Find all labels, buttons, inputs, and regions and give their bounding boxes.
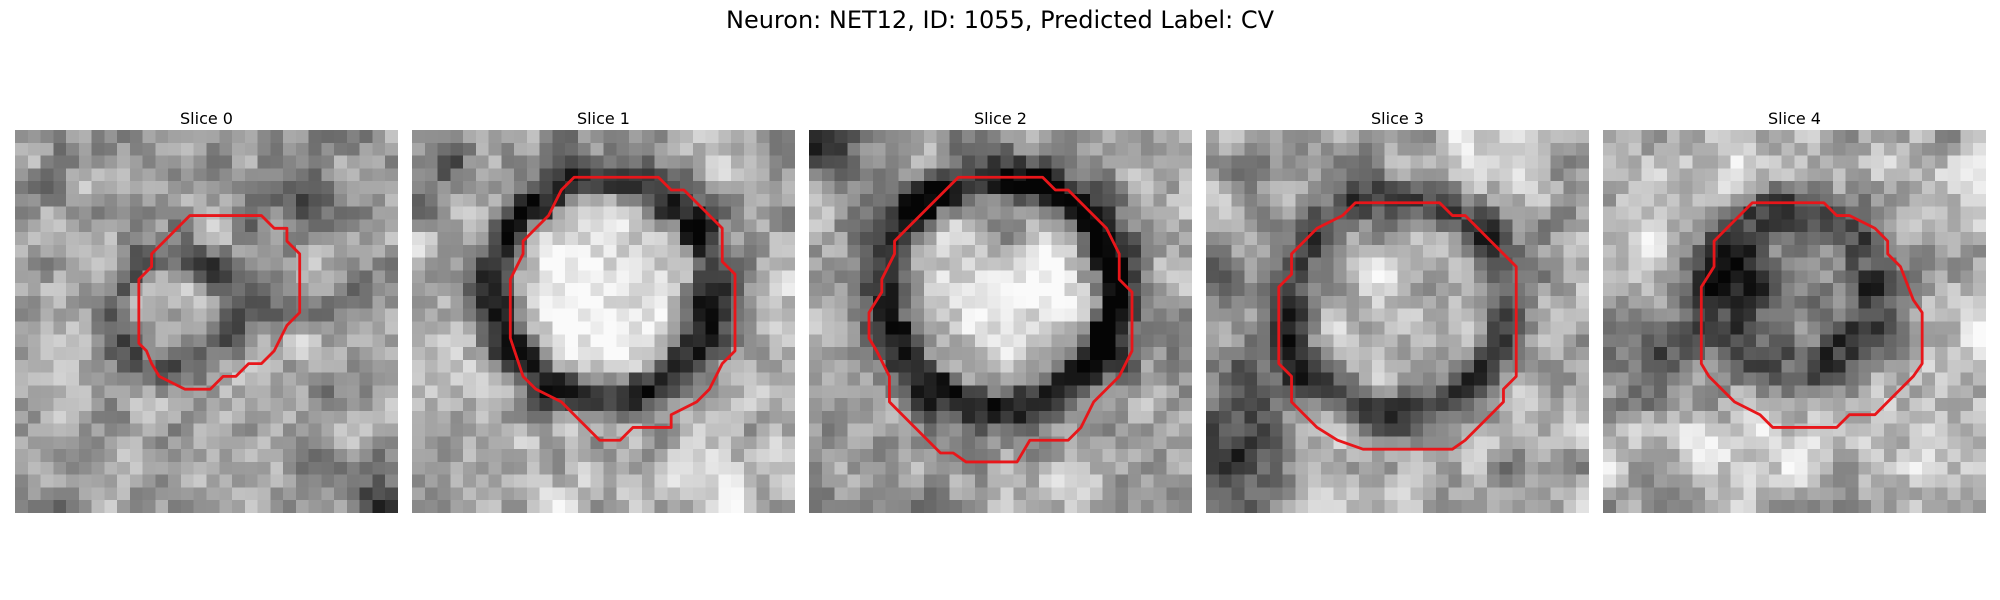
slice-panel-4: Slice 4 — [1603, 108, 1986, 513]
figure-title: Neuron: NET12, ID: 1055, Predicted Label… — [726, 6, 1274, 34]
roi-outline-2 — [867, 175, 1134, 464]
slice-title-4: Slice 4 — [1768, 109, 1821, 128]
roi-outline-0 — [137, 214, 302, 391]
slice-panel-3: Slice 3 — [1206, 108, 1589, 513]
slice-image-1 — [412, 130, 795, 513]
roi-outline-1 — [508, 175, 737, 442]
slice-image-0 — [15, 130, 398, 513]
roi-outline-3 — [1277, 201, 1518, 451]
slice-title-2: Slice 2 — [974, 109, 1027, 128]
slice-panel-1: Slice 1 — [412, 108, 795, 513]
slice-panel-2: Slice 2 — [809, 108, 1192, 513]
slice-image-4 — [1603, 130, 1986, 513]
slice-image-2 — [809, 130, 1192, 513]
slice-image-3 — [1206, 130, 1589, 513]
roi-outline-4 — [1699, 201, 1924, 429]
slice-title-3: Slice 3 — [1371, 109, 1424, 128]
slice-panel-0: Slice 0 — [15, 108, 398, 513]
slice-title-1: Slice 1 — [577, 109, 630, 128]
slice-title-0: Slice 0 — [180, 109, 233, 128]
